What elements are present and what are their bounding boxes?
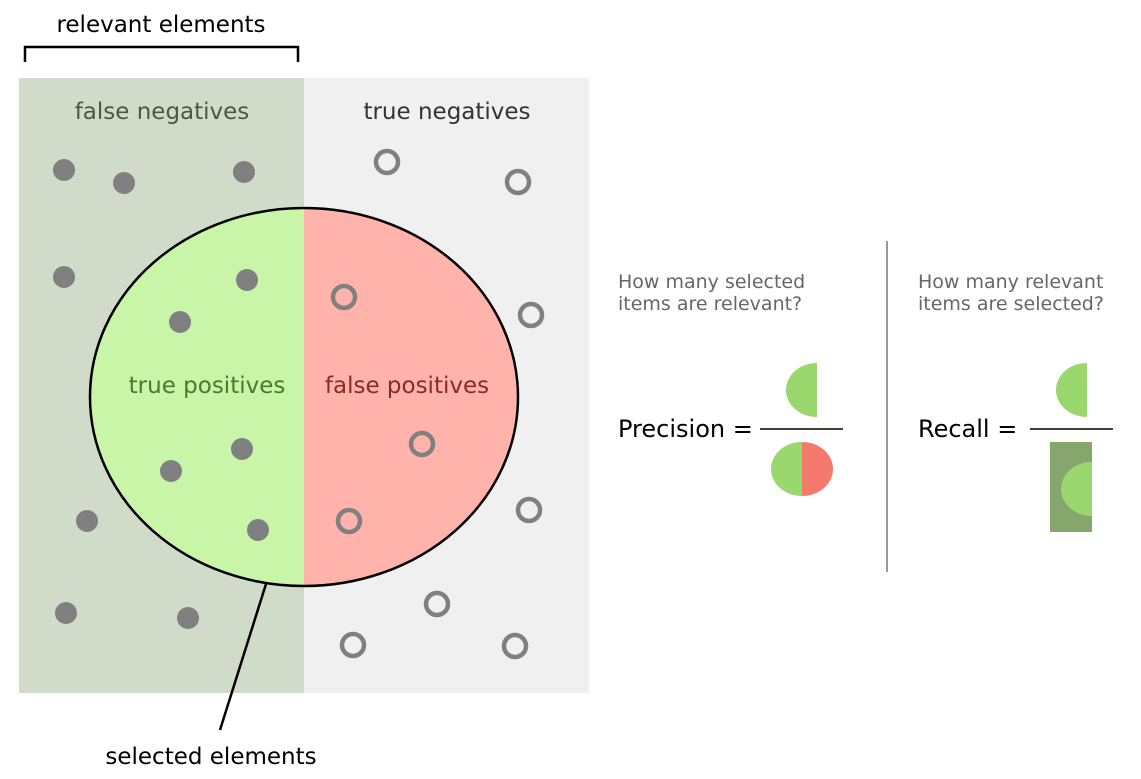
recall-question-line2: items are selected?	[918, 293, 1104, 315]
false-negatives-label: false negatives	[75, 99, 250, 125]
relevant-dot	[113, 172, 135, 194]
non-relevant-dot	[517, 301, 545, 329]
non-relevant-dot	[335, 507, 363, 535]
non-relevant-dot	[339, 631, 367, 659]
false-positives-label: false positives	[325, 373, 489, 399]
relevant-dot	[231, 438, 253, 460]
relevant-dot	[76, 510, 98, 532]
relevant-dot	[247, 519, 269, 541]
relevant-dot	[177, 607, 199, 629]
relevant-dot	[55, 602, 77, 624]
selected-elements-outline	[88, 206, 520, 588]
non-relevant-dot	[408, 430, 436, 458]
relevant-bracket	[23, 45, 300, 62]
recall-denominator-tp-icon	[1061, 462, 1092, 516]
relevant-dot	[236, 269, 258, 291]
true-positives-region	[90, 208, 304, 586]
precision-formula-label: Precision =	[618, 415, 753, 443]
recall-numerator-icon	[1056, 363, 1087, 417]
non-relevant-dots	[330, 148, 545, 660]
selected-pointer-line	[218, 583, 268, 731]
non-relevant-dot	[373, 148, 401, 176]
non-relevant-dot	[330, 283, 358, 311]
relevant-dot	[160, 460, 182, 482]
precision-question-line2: items are relevant?	[618, 293, 802, 315]
precision-question-line1: How many selected	[618, 271, 805, 293]
non-relevant-dot	[515, 496, 543, 524]
non-relevant-dot	[423, 590, 451, 618]
precision-denominator-fp-icon	[802, 442, 833, 496]
relevant-dot	[233, 161, 255, 183]
relevant-dots	[53, 159, 269, 629]
precision-numerator-icon	[786, 363, 817, 417]
selected-elements-label: selected elements	[105, 744, 316, 770]
precision-denominator-tp-icon	[771, 442, 802, 496]
recall-formula-label: Recall =	[918, 415, 1017, 443]
true-negatives-label: true negatives	[363, 99, 530, 125]
relevant-dot	[53, 266, 75, 288]
relevant-dot	[169, 311, 191, 333]
recall-question-line1: How many relevant	[918, 271, 1103, 293]
non-relevant-dot	[504, 168, 532, 196]
relevant-dot	[53, 159, 75, 181]
true-positives-label: true positives	[129, 373, 286, 399]
relevant-elements-label: relevant elements	[56, 12, 265, 38]
false-positives-region	[304, 208, 518, 586]
non-relevant-dot	[501, 632, 529, 660]
